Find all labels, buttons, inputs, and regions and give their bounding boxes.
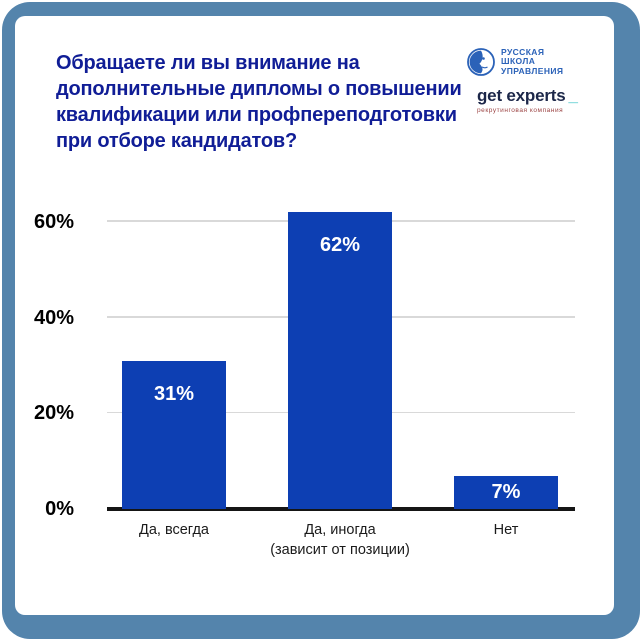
get-experts-wordmark: get experts — [477, 86, 566, 105]
get-experts-tagline: рекрутинговая компания — [477, 107, 564, 114]
get-experts-logo: get experts _ рекрутинговая компания — [477, 86, 578, 114]
rsu-logo: РУССКАЯ ШКОЛА УПРАВЛЕНИЯ — [466, 47, 563, 77]
bar-value-label: 7% — [491, 480, 521, 503]
y-axis-tick-label: 60% — [33, 210, 74, 233]
x-category-label: Нет — [493, 522, 519, 538]
rsu-globe-face-icon — [466, 47, 496, 77]
bar-value-label: 31% — [153, 382, 195, 405]
bar-chart-plot-area: 0% 20% 40% 60% 31% Да, всегда 62% Да, иногда (з… — [34, 210, 575, 558]
bar: 7% — [454, 475, 558, 509]
bar: 31% — [122, 360, 226, 509]
bar-value-label: 62% — [319, 234, 361, 257]
chart-question-title: Обращаете ли вы внимание на дополнительн… — [56, 52, 462, 152]
bar: 62% — [288, 212, 392, 509]
get-experts-cursor: _ — [568, 86, 578, 105]
rsu-logo-text: РУССКАЯ ШКОЛА УПРАВЛЕНИЯ — [501, 46, 564, 76]
y-axis-tick-label: 40% — [33, 306, 74, 329]
y-axis-tick-label: 20% — [33, 402, 74, 425]
y-axis-tick-label: 0% — [45, 498, 74, 520]
x-category-label: Да, всегда — [139, 522, 209, 538]
x-category-label: Да, иногда (зависит от позиции) — [270, 522, 410, 558]
